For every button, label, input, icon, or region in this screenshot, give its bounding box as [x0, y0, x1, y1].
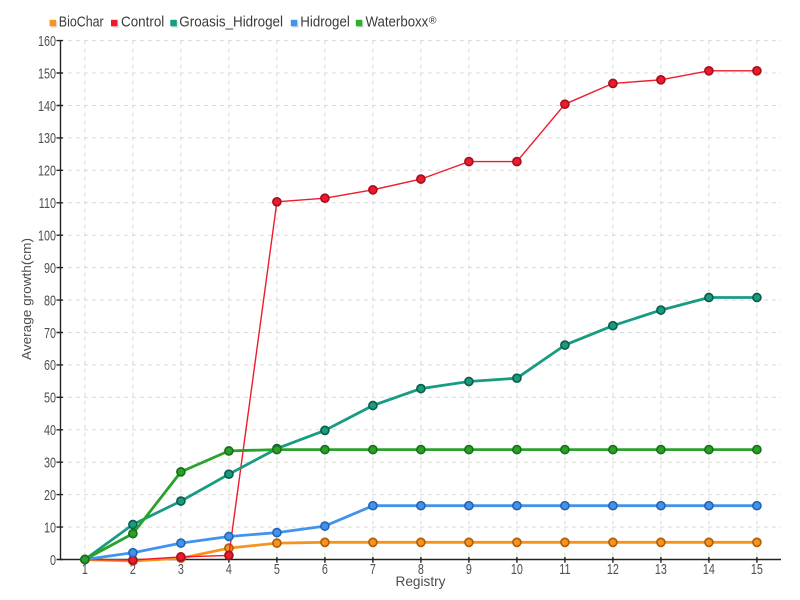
svg-text:15: 15 [751, 560, 763, 577]
svg-text:Hidrogel: Hidrogel [300, 14, 350, 31]
svg-text:10: 10 [44, 519, 56, 536]
svg-text:7: 7 [370, 560, 376, 577]
svg-text:70: 70 [44, 324, 56, 341]
svg-text:BioChar: BioChar [59, 14, 104, 31]
svg-text:Registry: Registry [396, 573, 446, 589]
svg-text:0: 0 [50, 551, 56, 568]
svg-text:5: 5 [274, 560, 280, 577]
svg-text:2: 2 [130, 560, 136, 577]
svg-text:80: 80 [44, 292, 56, 309]
svg-text:130: 130 [38, 129, 56, 146]
svg-text:140: 140 [38, 97, 56, 114]
svg-text:1: 1 [82, 560, 88, 577]
svg-text:60: 60 [44, 356, 56, 373]
svg-text:14: 14 [703, 560, 715, 577]
svg-text:20: 20 [44, 486, 56, 503]
svg-text:50: 50 [44, 389, 56, 406]
svg-text:3: 3 [178, 560, 184, 577]
svg-text:6: 6 [322, 560, 328, 577]
svg-text:11: 11 [559, 560, 570, 577]
svg-text:160: 160 [38, 32, 56, 49]
svg-text:Waterboxx: Waterboxx [366, 14, 429, 31]
svg-text:8: 8 [418, 560, 424, 577]
svg-text:10: 10 [511, 560, 523, 577]
svg-text:110: 110 [39, 194, 56, 211]
svg-text:Control: Control [121, 14, 164, 31]
svg-text:13: 13 [655, 560, 667, 577]
svg-text:12: 12 [607, 560, 619, 577]
svg-text:30: 30 [44, 454, 56, 471]
svg-text:®: ® [429, 14, 437, 26]
svg-text:150: 150 [38, 65, 56, 82]
svg-text:120: 120 [38, 162, 56, 179]
svg-text:90: 90 [44, 259, 56, 276]
svg-text:100: 100 [38, 227, 56, 244]
svg-text:40: 40 [44, 421, 56, 438]
svg-text:Groasis_Hidrogel: Groasis_Hidrogel [179, 14, 283, 31]
svg-text:9: 9 [466, 560, 472, 577]
svg-text:Average growth(cm): Average growth(cm) [19, 238, 34, 360]
svg-text:4: 4 [226, 560, 232, 577]
